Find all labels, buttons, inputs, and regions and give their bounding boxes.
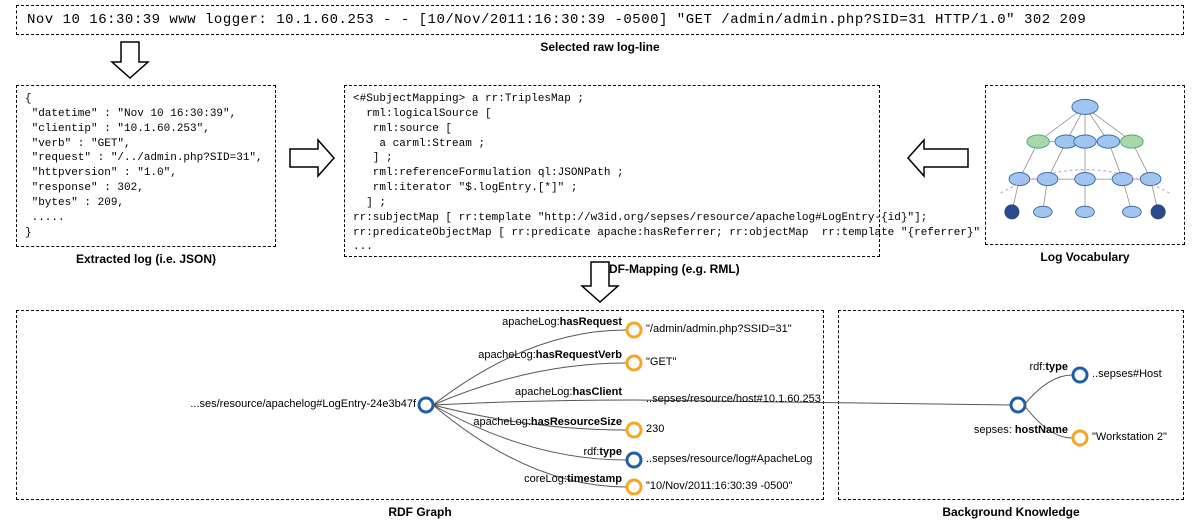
rml-code: <#SubjectMapping> a rr:TriplesMap ; rml:… bbox=[345, 86, 879, 261]
raw-log-text: Nov 10 16:30:39 www logger: 10.1.60.253 … bbox=[27, 12, 1086, 28]
json-code: { "datetime" : "Nov 10 16:30:39", "clien… bbox=[17, 86, 275, 246]
bk-box bbox=[838, 310, 1184, 500]
raw-log-box: Nov 10 16:30:39 www logger: 10.1.60.253 … bbox=[16, 5, 1184, 35]
raw-log-label: Selected raw log-line bbox=[16, 40, 1184, 54]
rml-label: RDF-Mapping (e.g. RML) bbox=[540, 262, 800, 276]
json-label: Extracted log (i.e. JSON) bbox=[16, 252, 276, 266]
rdf-root-label: ...ses/resource/apachelog#LogEntry-24e3b… bbox=[36, 398, 416, 410]
json-box: { "datetime" : "Nov 10 16:30:39", "clien… bbox=[16, 85, 276, 247]
vocab-graph-icon bbox=[990, 90, 1180, 240]
rdfgraph-label: RDF Graph bbox=[16, 505, 824, 519]
bk-label: Background Knowledge bbox=[838, 505, 1184, 519]
vocab-box bbox=[985, 85, 1185, 245]
rml-box: <#SubjectMapping> a rr:TriplesMap ; rml:… bbox=[344, 85, 880, 257]
vocab-label: Log Vocabulary bbox=[985, 250, 1185, 264]
